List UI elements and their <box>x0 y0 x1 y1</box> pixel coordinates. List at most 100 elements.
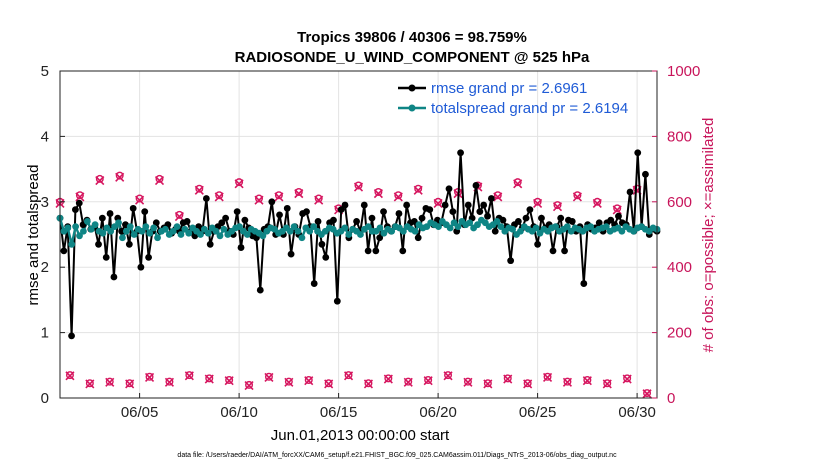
spread-point-6 <box>80 227 87 235</box>
obs-assimilated-marker-3-11 <box>274 192 284 202</box>
rmse-point-13 <box>106 210 114 217</box>
data-file-footnote: data file: /Users/raeder/DAI/ATM_forcXX/… <box>177 452 617 459</box>
obs-assimilated-marker-3-28 <box>612 205 622 215</box>
rmse-point-33 <box>183 218 191 225</box>
obs-possible-marker-4-19 <box>444 371 453 380</box>
obs-possible-marker-4-7 <box>205 374 214 383</box>
obs-assimilated-marker-5-12 <box>304 376 314 386</box>
rmse-point-115 <box>499 216 507 224</box>
obs-assimilated-marker-5-11 <box>284 377 294 387</box>
rmse-point-60 <box>287 250 295 258</box>
obs-x-stroke-b <box>393 192 403 202</box>
obs-possible-marker-4-9 <box>245 380 254 389</box>
spread-point-4 <box>72 223 80 231</box>
obs-x-stroke-b <box>75 192 85 202</box>
spread-point-144 <box>618 227 626 235</box>
obs-possible-marker-2-2 <box>95 174 104 183</box>
obs-possible-marker-4-12 <box>304 376 313 385</box>
obs-possible-marker-4-2 <box>105 377 114 386</box>
y-left-tick-label-3: 3 <box>41 194 49 211</box>
legend-spread-label: totalspread grand pr = 2.6194 <box>431 100 628 117</box>
spread-point-79 <box>364 223 372 231</box>
chart-title-line1: Tropics 39806 / 40306 = 98.759% <box>297 29 527 46</box>
obs-possible-marker-2-15 <box>354 181 363 190</box>
y-right-tick-label-4: 800 <box>667 128 692 145</box>
obs-assimilated-marker-5-16 <box>383 374 393 384</box>
rmse-point-130 <box>557 214 565 222</box>
rmse-point-106 <box>464 201 472 209</box>
spread-point-38 <box>204 229 212 237</box>
obs-assimilated-marker-5-21 <box>483 379 493 389</box>
obs-x-stroke-b <box>533 198 543 209</box>
obs-possible-marker-4-26 <box>583 376 592 385</box>
spread-point-52 <box>259 232 267 240</box>
rmse-point-125 <box>538 214 545 222</box>
obs-possible-marker-4-5 <box>165 377 174 386</box>
y-axis-right-label: # of obs: o=possible; ×=assimilated <box>700 118 717 353</box>
rmse-point-89 <box>399 247 407 255</box>
obs-assimilated-marker-3-7 <box>194 185 204 195</box>
obs-x-stroke-b <box>602 379 612 389</box>
obs-possible-marker-4-3 <box>125 379 134 388</box>
rmse-point-150 <box>634 149 642 157</box>
rmse-point-3 <box>68 332 75 340</box>
rmse-line <box>59 152 658 336</box>
y-left-tick-label-5: 5 <box>41 63 49 80</box>
obs-assimilated-marker-3-5 <box>154 175 165 186</box>
rmse-point-104 <box>457 149 464 157</box>
rmse-point-10 <box>95 240 102 248</box>
obs-assimilated-marker-5-19 <box>443 371 453 381</box>
rmse-point-48 <box>241 216 249 224</box>
rmse-point-100 <box>441 201 449 209</box>
obs-assimilated-marker-3-10 <box>254 195 264 205</box>
spread-point-33 <box>185 229 193 237</box>
obs-possible-marker-4-28 <box>623 374 632 383</box>
series-lines <box>58 152 658 336</box>
x-axis-label: Jun.01,2013 00:00:00 start <box>271 427 450 444</box>
rmse-point-59 <box>283 204 291 212</box>
rmse-point-124 <box>534 240 541 248</box>
spread-point-25 <box>154 234 161 242</box>
obs-possible-marker-4-23 <box>523 379 532 388</box>
rmse-point-84 <box>380 208 387 216</box>
obs-possible-marker-2-12 <box>294 187 303 196</box>
obs-x-stroke-b <box>85 379 95 389</box>
spread-point-27 <box>161 225 169 233</box>
rmse-point-72 <box>333 297 341 305</box>
obs-x-stroke-b <box>373 189 383 199</box>
obs-assimilated-marker-3-17 <box>393 192 403 202</box>
rmse-point-74 <box>341 201 349 209</box>
obs-x-stroke-b <box>572 192 582 202</box>
y-right-tick-label-0: 0 <box>667 390 675 407</box>
obs-possible-marker-2-22 <box>493 191 502 200</box>
rmse-point-133 <box>568 218 576 225</box>
rmse-point-140 <box>595 219 603 227</box>
obs-assimilated-marker-5-9 <box>244 381 254 391</box>
spread-point-64 <box>306 227 314 235</box>
obs-x-stroke-b <box>403 377 413 387</box>
spread-point-100 <box>446 224 454 232</box>
obs-assimilated-marker-3-6 <box>174 211 184 222</box>
rmse-point-143 <box>607 216 615 224</box>
obs-x-stroke-b <box>284 377 294 387</box>
obs-x-stroke-b <box>562 377 573 387</box>
rmse-point-111 <box>484 212 491 220</box>
rmse-point-88 <box>395 210 403 217</box>
spread-point-62 <box>298 234 306 242</box>
rmse-point-119 <box>514 218 522 225</box>
obs-assimilated-marker-3-16 <box>373 189 383 199</box>
obs-x-stroke-b <box>324 379 334 389</box>
rmse-point-42 <box>218 219 226 227</box>
obs-x-stroke-b <box>115 172 125 182</box>
spread-point-16 <box>119 234 126 242</box>
obs-assimilated-marker-5-14 <box>343 371 354 381</box>
obs-possible-marker-4-1 <box>85 379 94 388</box>
obs-x-stroke-b <box>204 374 214 384</box>
rmse-point-38 <box>202 195 210 202</box>
obs-possible-marker-2-17 <box>394 191 403 200</box>
y-left-tick-label-0: 0 <box>41 390 49 407</box>
rmse-point-102 <box>449 208 457 216</box>
obs-x-stroke-b <box>105 377 115 387</box>
obs-assimilated-marker-5-26 <box>582 376 592 386</box>
obs-assimilated-marker-3-22 <box>493 192 503 202</box>
